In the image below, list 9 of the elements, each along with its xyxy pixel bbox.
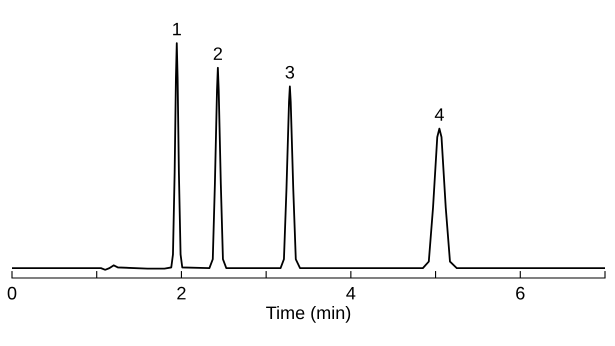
x-axis-title: Time (min) <box>266 306 350 323</box>
annotation: 1 <box>173 22 181 36</box>
x-tick-label: 4 <box>346 286 356 300</box>
x-tick-label: 0 <box>8 286 16 300</box>
x-tick-label: 6 <box>516 286 525 300</box>
annotation: 4 <box>434 108 444 121</box>
annotation: 3 <box>286 66 294 79</box>
x-tick-label: 2 <box>177 286 186 300</box>
annotation: 2 <box>214 47 222 60</box>
